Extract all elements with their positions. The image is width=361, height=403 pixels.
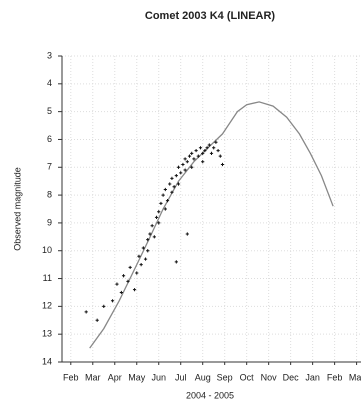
point [176,165,181,169]
y-tick-label: 4 [47,78,52,88]
x-tick-label: May [128,372,146,382]
point [218,154,222,158]
point [201,151,205,155]
y-tick-label: 8 [47,189,52,199]
point [190,151,194,155]
y-axis-label: Observed magnitude [12,167,22,251]
point [165,199,170,203]
x-tick-label: Aug [195,372,211,382]
point [163,187,167,192]
y-tick-label: 7 [47,162,52,172]
point [146,238,150,242]
point [176,182,181,186]
point [205,146,209,150]
x-tick-label: Feb [327,372,343,382]
y-tick-label: 3 [47,50,52,60]
point [143,257,148,261]
point [163,207,167,211]
x-tick-label: Mar [349,372,361,382]
point [192,157,196,161]
point [137,254,141,258]
point [132,288,137,292]
x-tick-label: Jul [175,372,187,382]
x-tick-label: Dec [283,372,300,382]
chart-title: Comet 2003 K4 (LINEAR) [145,10,276,22]
y-tick-label: 5 [47,106,52,116]
point [84,310,88,314]
x-axis-label: 2004 - 2005 [186,390,234,400]
x-tick-label: Mar [85,372,101,382]
point [139,263,143,267]
point [148,232,152,236]
point [201,160,205,164]
point [157,210,161,214]
point [152,235,156,239]
point [220,162,225,167]
point [121,274,126,278]
point [187,154,192,158]
y-tick-label: 12 [42,301,52,311]
point [194,148,198,153]
y-tick-label: 13 [42,329,52,339]
point [150,224,154,228]
point [185,160,189,164]
y-tick-label: 6 [47,134,52,144]
point [146,249,150,253]
point [135,271,139,275]
point [212,146,216,150]
point [174,260,178,264]
x-tick-label: Jan [305,372,320,382]
point [196,154,200,158]
point [102,304,106,308]
y-tick-label: 9 [47,217,52,227]
point [170,176,174,180]
point [119,290,123,295]
y-tick-label: 14 [42,356,52,366]
curve [89,101,334,349]
point [183,168,187,172]
point [203,148,207,153]
point [141,246,145,250]
point [154,215,159,219]
point [126,279,130,283]
point [168,182,172,186]
x-tick-label: Jun [151,372,166,382]
point [174,174,178,178]
point [207,143,211,147]
x-tick-label: Apr [108,372,122,382]
point [183,157,187,161]
point [128,265,132,270]
x-tick-label: Sep [217,372,233,382]
y-tick-label: 10 [42,245,52,255]
x-tick-label: Nov [261,372,278,382]
point [185,232,189,236]
point [198,146,203,150]
point [179,171,183,175]
point [172,185,176,189]
point [209,151,214,155]
point [214,140,218,144]
point [181,162,185,167]
point [95,318,99,322]
point [190,165,194,169]
x-tick-label: Feb [63,372,79,382]
point [110,299,115,303]
point [216,148,220,153]
point [115,282,119,286]
x-tick-label: Oct [240,372,255,382]
point [159,201,163,206]
point [157,221,161,225]
y-tick-label: 11 [43,273,52,283]
point [161,193,165,197]
point [170,190,174,194]
